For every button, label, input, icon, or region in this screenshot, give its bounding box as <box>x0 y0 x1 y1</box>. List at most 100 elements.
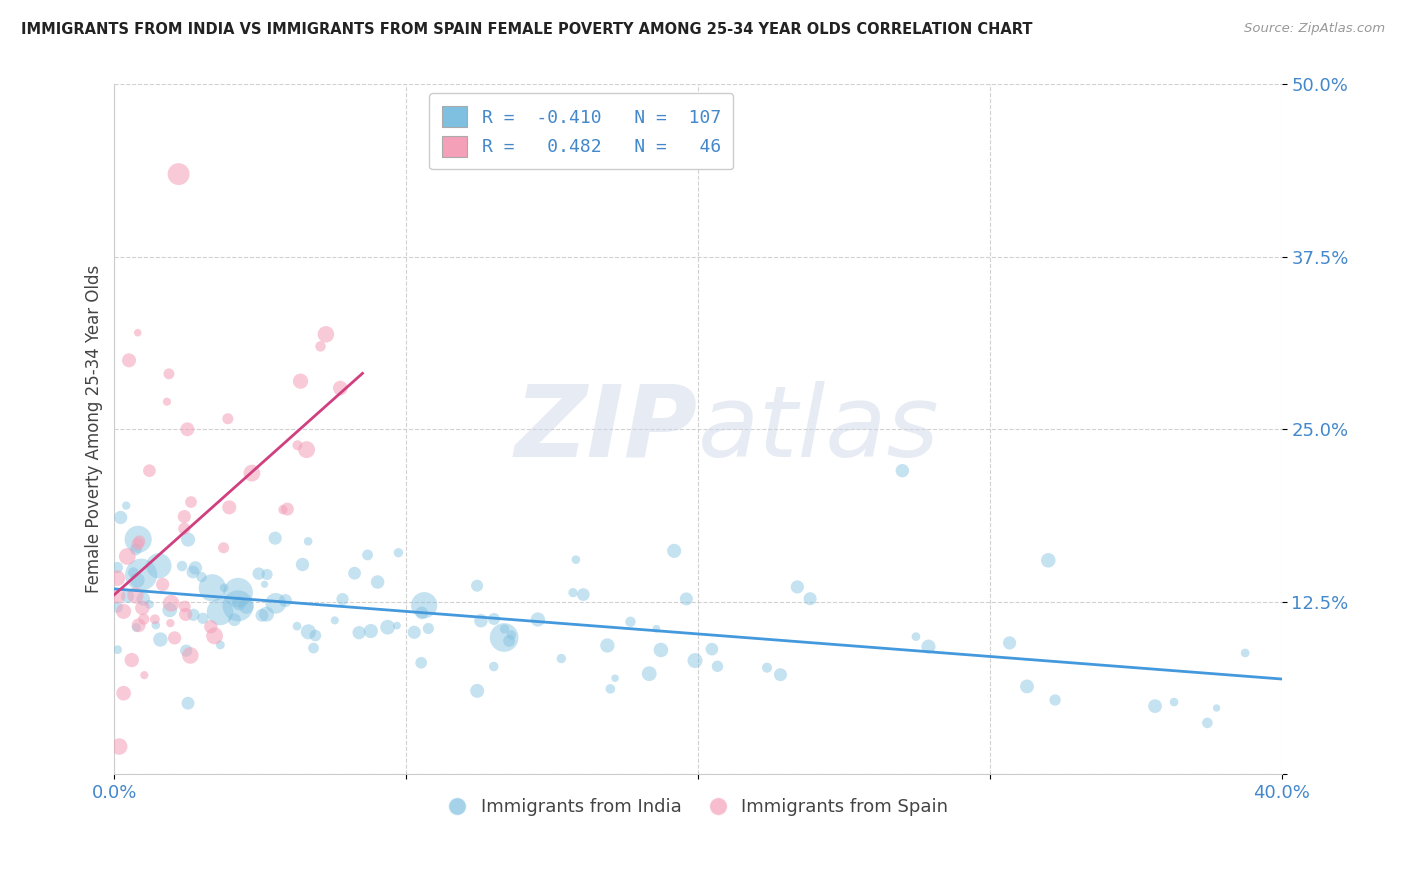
Point <box>201 581 224 595</box>
Point <box>212 541 235 555</box>
Point <box>603 671 626 685</box>
Point <box>1205 701 1227 715</box>
Point <box>385 618 408 632</box>
Point <box>599 681 621 696</box>
Point <box>107 589 129 603</box>
Point <box>145 618 167 632</box>
Point <box>290 374 312 388</box>
Point <box>174 643 197 657</box>
Point <box>138 598 160 612</box>
Point <box>148 558 170 573</box>
Point <box>1197 715 1219 730</box>
Point <box>105 560 128 574</box>
Point <box>176 422 198 436</box>
Point <box>413 598 436 612</box>
Point <box>411 606 433 620</box>
Point <box>159 616 181 631</box>
Point <box>212 581 235 595</box>
Point <box>128 534 150 549</box>
Point <box>160 596 183 610</box>
Point <box>217 411 239 425</box>
Point <box>329 381 352 395</box>
Point <box>247 566 270 581</box>
Point <box>650 643 672 657</box>
Point <box>127 573 149 587</box>
Point <box>125 620 148 634</box>
Point <box>156 394 179 409</box>
Point <box>377 620 399 634</box>
Point <box>891 464 914 478</box>
Point <box>173 509 195 524</box>
Point <box>619 615 641 629</box>
Point <box>122 566 145 580</box>
Point <box>128 618 150 632</box>
Point <box>112 686 135 700</box>
Point <box>235 599 257 614</box>
Point <box>411 656 433 670</box>
Point <box>256 607 278 622</box>
Point <box>1144 699 1167 714</box>
Point <box>332 592 354 607</box>
Point <box>786 580 808 594</box>
Point <box>1038 553 1060 567</box>
Point <box>132 591 155 606</box>
Point <box>132 612 155 626</box>
Point <box>127 326 149 340</box>
Point <box>117 549 139 564</box>
Point <box>347 625 370 640</box>
Point <box>998 636 1021 650</box>
Point <box>494 622 516 636</box>
Point <box>285 619 308 633</box>
Point <box>1234 646 1257 660</box>
Point <box>105 571 128 585</box>
Point <box>184 561 207 575</box>
Point <box>224 613 246 627</box>
Point <box>418 622 440 636</box>
Point <box>360 624 382 638</box>
Point <box>152 577 174 591</box>
Point <box>287 438 309 452</box>
Point <box>170 559 193 574</box>
Point <box>105 600 128 615</box>
Point <box>302 641 325 656</box>
Point <box>482 612 505 626</box>
Point <box>572 588 595 602</box>
Point <box>904 630 927 644</box>
Point <box>112 604 135 618</box>
Point <box>404 625 426 640</box>
Point <box>291 558 314 572</box>
Point <box>127 537 149 551</box>
Point <box>756 661 779 675</box>
Point <box>149 632 172 647</box>
Text: Source: ZipAtlas.com: Source: ZipAtlas.com <box>1244 22 1385 36</box>
Point <box>700 642 723 657</box>
Point <box>706 659 728 673</box>
Point <box>387 546 409 560</box>
Point <box>675 591 697 606</box>
Point <box>226 585 249 599</box>
Point <box>917 640 939 654</box>
Point <box>482 659 505 673</box>
Point <box>264 596 287 610</box>
Point <box>662 544 685 558</box>
Point <box>108 739 131 754</box>
Point <box>253 577 276 591</box>
Point <box>274 593 297 607</box>
Point <box>501 628 523 642</box>
Point <box>183 607 205 622</box>
Point <box>799 591 821 606</box>
Point <box>264 531 287 545</box>
Point <box>134 668 156 682</box>
Point <box>465 684 488 698</box>
Point <box>494 631 516 645</box>
Point <box>271 502 294 516</box>
Point <box>143 612 166 626</box>
Point <box>118 353 141 368</box>
Point <box>125 542 148 557</box>
Point <box>131 600 153 615</box>
Point <box>163 631 186 645</box>
Point <box>356 548 378 562</box>
Text: atlas: atlas <box>697 381 939 478</box>
Point <box>638 666 661 681</box>
Point <box>297 624 319 639</box>
